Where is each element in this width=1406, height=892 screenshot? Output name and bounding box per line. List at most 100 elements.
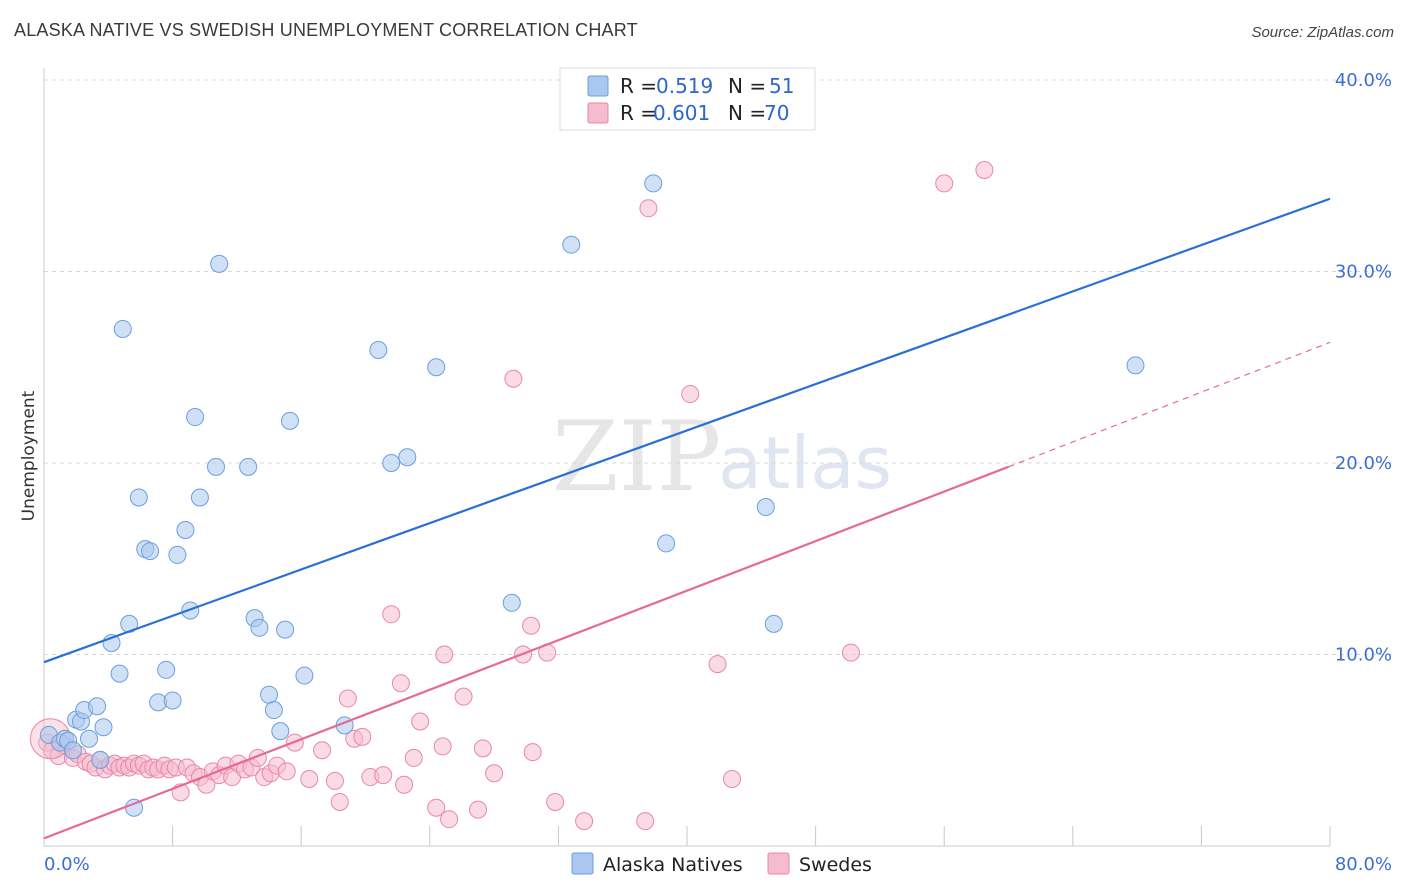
alaska-natives-point-13 [110, 664, 129, 683]
watermark-zip: ZIP [552, 401, 721, 513]
swedes-point-53 [391, 674, 410, 693]
legend-r-value-2: 0.601 [653, 101, 710, 125]
alaska-natives-point-19 [141, 542, 160, 561]
x-axis-ticks [43, 826, 1331, 846]
legend-r-value-1: 0.519 [656, 74, 713, 98]
alaska-natives-point-33 [260, 685, 279, 704]
swedes-point-71 [575, 812, 594, 831]
swedes-point-57 [427, 798, 446, 817]
swedes-point-60 [440, 810, 459, 829]
chart-title: ALASKA NATIVE VS SWEDISH UNEMPLOYMENT CO… [14, 20, 638, 40]
swedes-point-47 [338, 689, 357, 708]
alaska-natives-point-14 [113, 319, 132, 338]
y-tick-label-20: 20.0% [1335, 453, 1392, 474]
swedes-point-44 [313, 741, 332, 760]
bottom-legend: Alaska Natives Swedes [571, 852, 872, 876]
alaska-natives-point-40 [369, 341, 388, 360]
legend-r-label-2: R = [620, 101, 657, 125]
alaska-natives-point-37 [280, 411, 299, 430]
swedes-point-77 [841, 643, 860, 662]
alaska-natives-point-44 [502, 593, 521, 612]
legend-n-value-1: 51 [769, 74, 794, 98]
swedes-point-78 [935, 174, 954, 193]
alaska-natives-point-45 [562, 235, 581, 254]
swedes-point-43 [300, 769, 319, 788]
swedes-trend-line [43, 465, 1009, 840]
y-tick-label-10: 10.0% [1335, 645, 1392, 666]
legend-swatch-blue [587, 75, 609, 97]
swedes-point-58 [433, 737, 452, 756]
alaska-natives-point-28 [207, 457, 226, 476]
alaska-natives-point-30 [239, 457, 258, 476]
source-credit: Source: ZipAtlas.com [1251, 24, 1394, 41]
alaska-natives-point-27 [190, 488, 209, 507]
alaska-natives-point-11 [94, 718, 113, 737]
swedes-point-76 [723, 769, 742, 788]
swedes-point-56 [411, 712, 430, 731]
alaska-natives-point-46 [644, 174, 663, 193]
alaska-natives-point-24 [176, 521, 195, 540]
swedes-point-73 [639, 199, 658, 218]
gridlines [44, 79, 1392, 655]
trend-lines [43, 197, 1331, 840]
y-tick-labels: 10.0% 20.0% 30.0% 40.0% [1335, 70, 1392, 666]
swedes-point-46 [330, 792, 349, 811]
x-tick-label-max: 80.0% [1335, 854, 1392, 875]
alaska-natives-point-32 [250, 618, 269, 637]
swedes-point-54 [395, 775, 414, 794]
alaska-natives-point-47 [657, 534, 676, 553]
legend-swatch-pink [587, 102, 609, 124]
alaska-natives-point-38 [295, 666, 314, 685]
x-tick-label-min: 0.0% [44, 854, 90, 875]
alaska-natives-point-23 [168, 545, 187, 564]
alaska-natives-point-4 [63, 741, 82, 760]
swedes-point-79 [975, 161, 994, 180]
swedes-point-55 [404, 748, 423, 767]
y-tick-label-40: 40.0% [1335, 70, 1392, 91]
alaska-natives-point-41 [382, 454, 401, 472]
swedes-point-51 [374, 766, 393, 785]
swedes-point-75 [708, 655, 727, 674]
swedes-point-64 [485, 764, 504, 783]
alaska-natives-point-49 [764, 614, 783, 633]
alaska-natives-point-35 [271, 722, 290, 741]
swedes-point-45 [325, 771, 344, 790]
swedes-point-74 [681, 385, 700, 404]
alaska-natives-point-26 [186, 408, 205, 427]
alaska-natives-point-21 [157, 660, 176, 679]
alaska-natives-point-36 [276, 620, 295, 639]
alaska-natives-point-8 [80, 729, 99, 748]
alaska-natives-point-43 [427, 358, 446, 377]
alaska-natives-point-42 [398, 448, 417, 467]
alaska-natives-point-50 [1126, 356, 1145, 375]
y-axis-title: Unemployment [19, 390, 39, 521]
swedes-point-72 [636, 812, 655, 831]
swedes-point-49 [353, 727, 372, 746]
alaska-natives-trend-line [43, 197, 1331, 664]
alaska-natives-point-34 [264, 701, 283, 720]
swedes-point-65 [504, 369, 523, 388]
swedes-point-68 [523, 743, 542, 762]
alaska-natives-points [39, 174, 1145, 817]
y-tick-label-30: 30.0% [1335, 262, 1392, 283]
swedes-point-63 [473, 739, 492, 758]
alaska-natives-point-22 [163, 691, 182, 710]
swedes-point-52 [382, 605, 401, 624]
bottom-legend-swatch-blue [571, 852, 594, 875]
legend-r-label-1: R = [620, 74, 657, 98]
alaska-natives-point-29 [210, 254, 229, 273]
swedes-point-41 [277, 762, 296, 781]
legend-n-value-2: 70 [764, 101, 789, 125]
alaska-natives-point-48 [756, 498, 775, 517]
alaska-natives-point-17 [129, 488, 148, 507]
bottom-legend-swatch-pink [767, 852, 790, 875]
alaska-natives-point-10 [91, 750, 110, 769]
swedes-point-67 [522, 616, 541, 635]
legend-n-label-1: N = [728, 74, 766, 98]
bottom-legend-label-alaska: Alaska Natives [603, 854, 743, 876]
swedes-point-59 [435, 645, 454, 664]
swedes-points [29, 161, 994, 831]
swedes-point-70 [546, 792, 565, 811]
bottom-legend-label-swedes: Swedes [799, 854, 872, 876]
